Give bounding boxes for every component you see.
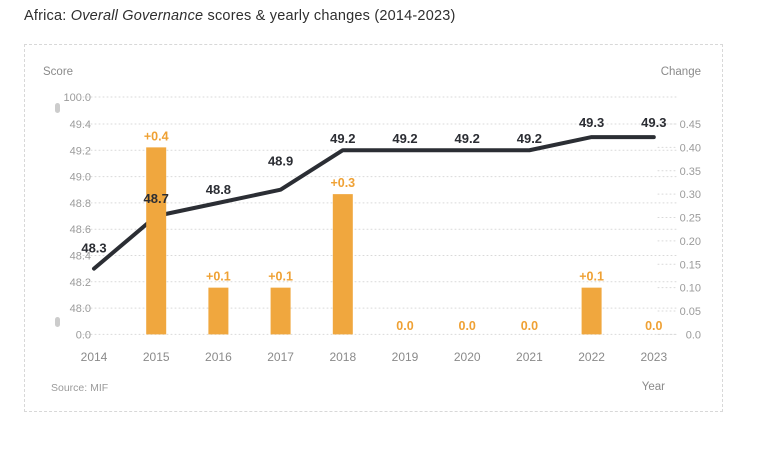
x-axis-year-label: 2022 <box>578 350 605 364</box>
left-axis-tick-label: 48.0 <box>70 303 91 315</box>
right-axis-tick-label: 0.25 <box>680 213 701 225</box>
x-axis-title: Year <box>642 381 665 393</box>
right-axis-tick-label: 0.35 <box>680 166 701 178</box>
left-axis-tick-label: 48.2 <box>70 277 91 289</box>
chart-panel: +0.4 +0.1 +0.1 +0.3 0.0 0.0 0.0 +0.1 0.0 48.3 48.7… <box>24 44 723 412</box>
change-value-label: +0.3 <box>330 176 355 190</box>
right-axis-tick-label: 0.0 <box>686 329 701 341</box>
score-value-label: 49.2 <box>330 131 355 146</box>
left-axis-tick-label: 48.6 <box>70 224 91 236</box>
right-axis-title: Change <box>661 66 701 78</box>
axis-break-icon <box>55 103 60 113</box>
score-value-label: 48.8 <box>206 182 231 197</box>
change-bar <box>208 287 229 335</box>
chart-title: Africa: Overall Governance scores & year… <box>24 8 456 24</box>
change-bar <box>581 287 602 335</box>
left-axis-tick-label: 0.0 <box>76 329 91 341</box>
x-axis-year-label: 2014 <box>81 350 108 364</box>
change-bar <box>270 287 291 335</box>
axis-break-icon <box>55 317 60 327</box>
right-axis-tick-label: 0.30 <box>680 189 701 201</box>
x-axis-year-label: 2015 <box>143 350 170 364</box>
score-line <box>92 135 656 271</box>
change-value-label: +0.4 <box>144 129 169 143</box>
right-axis-tick-label: 0.45 <box>680 119 701 131</box>
left-axis-tick-label: 49.2 <box>70 145 91 157</box>
source-note: Source: MIF <box>51 382 108 394</box>
right-axis-tick-label: 0.05 <box>680 306 701 318</box>
left-axis-tick-label: 49.4 <box>70 119 91 131</box>
left-axis-tick-label: 49.0 <box>70 172 91 184</box>
change-value-label: 0.0 <box>521 319 538 333</box>
chart-title-prefix: Africa: <box>24 8 71 24</box>
right-axis-tick-label: 0.40 <box>680 142 701 154</box>
left-axis-tick-label: 100.0 <box>63 92 91 104</box>
change-value-label: 0.0 <box>396 319 413 333</box>
score-value-label: 49.2 <box>517 131 542 146</box>
chart-title-suffix: scores & yearly changes (2014-2023) <box>203 8 456 24</box>
right-axis-tick-label: 0.20 <box>680 236 701 248</box>
right-axis-tick-label: 0.10 <box>680 283 701 295</box>
x-axis-year-label: 2018 <box>329 350 356 364</box>
change-value-label: 0.0 <box>645 319 662 333</box>
change-value-label: 0.0 <box>459 319 476 333</box>
left-axis-title: Score <box>43 66 73 78</box>
score-value-label: 49.3 <box>579 115 604 130</box>
change-value-label: +0.1 <box>268 270 293 284</box>
x-axis-year-label: 2023 <box>640 350 667 364</box>
chart-title-italic: Overall Governance <box>70 8 204 24</box>
score-value-label: 48.7 <box>144 191 169 206</box>
x-axis-year-label: 2021 <box>516 350 543 364</box>
change-value-label: +0.1 <box>579 270 604 284</box>
x-axis-year-label: 2019 <box>392 350 419 364</box>
x-axis-year-label: 2017 <box>267 350 294 364</box>
score-value-label: 48.3 <box>81 241 106 256</box>
right-axis-tick-label: 0.15 <box>680 259 701 271</box>
change-value-label: +0.1 <box>206 270 231 284</box>
score-value-label: 48.9 <box>268 154 293 169</box>
left-axis-tick-label: 48.8 <box>70 198 91 210</box>
change-bar <box>146 147 167 335</box>
change-bar <box>332 194 353 335</box>
score-value-label: 49.3 <box>641 115 666 130</box>
score-value-label: 49.2 <box>392 131 417 146</box>
score-value-label: 49.2 <box>455 131 480 146</box>
governance-combo-chart: +0.4 +0.1 +0.1 +0.3 0.0 0.0 0.0 +0.1 0.0 48.3 48.7… <box>43 66 701 394</box>
left-axis-tick-label: 48.4 <box>70 251 91 263</box>
x-axis-year-label: 2016 <box>205 350 232 364</box>
x-axis-year-label: 2020 <box>454 350 481 364</box>
